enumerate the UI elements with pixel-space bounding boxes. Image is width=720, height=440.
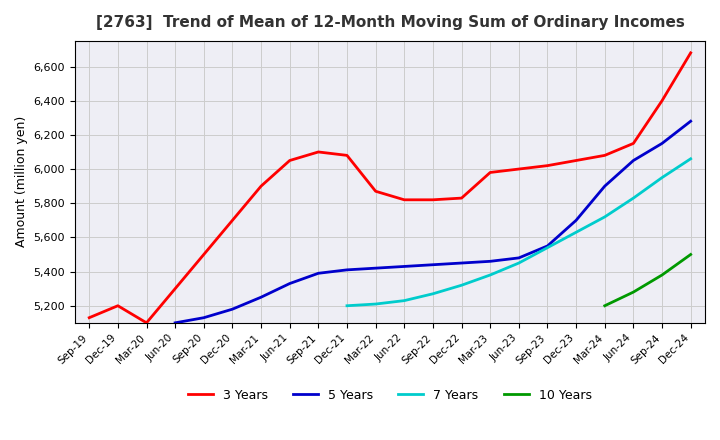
5 Years <box>199 315 208 320</box>
5 Years <box>457 260 466 266</box>
3 Years <box>142 320 150 326</box>
5 Years <box>171 320 179 326</box>
10 Years <box>600 303 609 308</box>
7 Years <box>515 260 523 266</box>
3 Years <box>228 218 237 223</box>
5 Years <box>343 267 351 272</box>
7 Years <box>486 272 495 278</box>
5 Years <box>314 271 323 276</box>
3 Years <box>657 98 666 103</box>
Title: [2763]  Trend of Mean of 12-Month Moving Sum of Ordinary Incomes: [2763] Trend of Mean of 12-Month Moving … <box>96 15 685 30</box>
10 Years <box>629 290 638 295</box>
7 Years <box>457 282 466 288</box>
Legend: 3 Years, 5 Years, 7 Years, 10 Years: 3 Years, 5 Years, 7 Years, 10 Years <box>184 384 597 407</box>
7 Years <box>428 291 437 297</box>
3 Years <box>515 166 523 172</box>
3 Years <box>285 158 294 163</box>
7 Years <box>657 175 666 180</box>
Line: 3 Years: 3 Years <box>89 53 690 323</box>
3 Years <box>572 158 580 163</box>
3 Years <box>199 252 208 257</box>
3 Years <box>600 153 609 158</box>
5 Years <box>629 158 638 163</box>
7 Years <box>629 195 638 201</box>
10 Years <box>657 272 666 278</box>
Y-axis label: Amount (million yen): Amount (million yen) <box>15 116 28 247</box>
3 Years <box>629 141 638 146</box>
Line: 10 Years: 10 Years <box>605 254 690 306</box>
3 Years <box>486 170 495 175</box>
5 Years <box>657 141 666 146</box>
5 Years <box>428 262 437 268</box>
3 Years <box>114 303 122 308</box>
Line: 7 Years: 7 Years <box>347 159 690 306</box>
3 Years <box>428 197 437 202</box>
3 Years <box>314 149 323 154</box>
5 Years <box>228 307 237 312</box>
7 Years <box>543 245 552 250</box>
7 Years <box>600 214 609 220</box>
5 Years <box>257 294 266 300</box>
5 Years <box>686 118 695 124</box>
5 Years <box>572 218 580 223</box>
7 Years <box>572 230 580 235</box>
3 Years <box>372 189 380 194</box>
7 Years <box>343 303 351 308</box>
5 Years <box>400 264 408 269</box>
3 Years <box>343 153 351 158</box>
Line: 5 Years: 5 Years <box>175 121 690 323</box>
5 Years <box>515 255 523 260</box>
3 Years <box>457 195 466 201</box>
7 Years <box>372 301 380 307</box>
10 Years <box>686 252 695 257</box>
5 Years <box>285 281 294 286</box>
7 Years <box>400 298 408 303</box>
5 Years <box>543 243 552 249</box>
7 Years <box>686 156 695 161</box>
5 Years <box>372 265 380 271</box>
3 Years <box>400 197 408 202</box>
3 Years <box>171 286 179 291</box>
3 Years <box>257 183 266 189</box>
3 Years <box>543 163 552 168</box>
5 Years <box>486 259 495 264</box>
3 Years <box>686 50 695 55</box>
5 Years <box>600 183 609 189</box>
3 Years <box>85 315 94 320</box>
